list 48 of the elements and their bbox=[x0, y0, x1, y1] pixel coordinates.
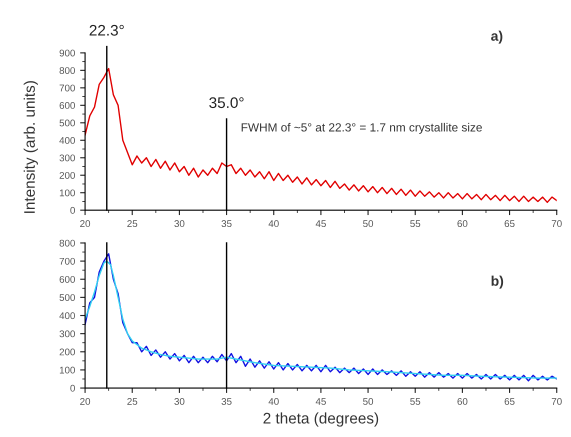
x-tick-label: 40 bbox=[268, 398, 279, 405]
y-tick-label: 200 bbox=[60, 172, 75, 179]
x-tick-label: 45 bbox=[316, 398, 326, 405]
y-tick-label: 400 bbox=[59, 312, 75, 320]
x-tick-label: 40 bbox=[268, 220, 279, 228]
y-tick-label: 300 bbox=[60, 330, 75, 338]
x-tick-label: 55 bbox=[410, 398, 420, 405]
x-tick-label: 65 bbox=[504, 220, 515, 228]
x-tick-label: 35 bbox=[222, 398, 232, 405]
y-tick-label: 100 bbox=[60, 366, 75, 374]
y-tick-label: 0 bbox=[70, 384, 75, 392]
x-tick-label: 70 bbox=[552, 398, 562, 405]
x-tick-label: 20 bbox=[80, 220, 90, 228]
y-tick-label: 400 bbox=[59, 137, 75, 144]
annotation: b) bbox=[492, 276, 504, 289]
y-tick-label: 900 bbox=[60, 50, 75, 56]
y-tick-label: 500 bbox=[60, 294, 75, 301]
y-tick-label: 600 bbox=[60, 102, 75, 109]
x-tick-label: 25 bbox=[127, 220, 138, 228]
x-tick-label: 65 bbox=[504, 398, 515, 405]
ref-line-label: 35.0° bbox=[209, 97, 244, 108]
y-tick-label: 700 bbox=[60, 258, 75, 265]
y-tick-label: 300 bbox=[60, 154, 75, 162]
x-tick-label: 50 bbox=[363, 398, 374, 405]
y-tick-label: 0 bbox=[70, 206, 75, 214]
y-tick-label: 800 bbox=[60, 67, 75, 74]
y-tick-label: 700 bbox=[60, 84, 75, 92]
x-tick-label: 55 bbox=[410, 220, 420, 228]
x-tick-label: 30 bbox=[174, 398, 184, 405]
y-axis-title: Intensity (arb. units) bbox=[24, 81, 38, 213]
x-tick-label: 50 bbox=[363, 220, 374, 228]
x-tick-label: 45 bbox=[316, 220, 326, 228]
y-tick-label: 800 bbox=[60, 240, 75, 247]
y-tick-label: 100 bbox=[60, 189, 75, 196]
x-tick-label: 60 bbox=[457, 220, 468, 228]
annotation: FWHM of ~5° at 22.3° = 1.7 nm crystallite size bbox=[242, 122, 482, 134]
x-tick-label: 30 bbox=[174, 220, 184, 228]
y-tick-label: 600 bbox=[60, 276, 75, 283]
x-tick-label: 35 bbox=[222, 220, 232, 228]
x-tick-label: 20 bbox=[80, 398, 90, 405]
ref-line-label: 22.3° bbox=[90, 24, 124, 36]
x-tick-label: 60 bbox=[457, 398, 468, 405]
x-tick-label: 70 bbox=[552, 220, 562, 228]
x-tick-label: 25 bbox=[127, 398, 138, 405]
y-tick-label: 200 bbox=[60, 348, 75, 356]
x-axis-title: 2 theta (degrees) bbox=[264, 412, 378, 427]
y-tick-label: 500 bbox=[60, 120, 75, 126]
text: a) bbox=[491, 30, 502, 44]
